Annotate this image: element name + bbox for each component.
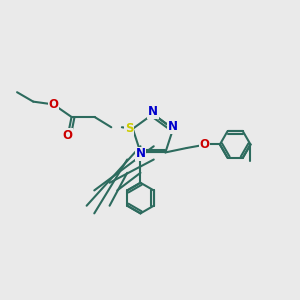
Text: O: O xyxy=(199,138,209,151)
Text: S: S xyxy=(125,122,134,135)
Text: O: O xyxy=(62,129,72,142)
Text: N: N xyxy=(168,120,178,133)
Text: N: N xyxy=(136,147,146,161)
Text: N: N xyxy=(148,105,158,118)
Text: O: O xyxy=(48,98,58,111)
